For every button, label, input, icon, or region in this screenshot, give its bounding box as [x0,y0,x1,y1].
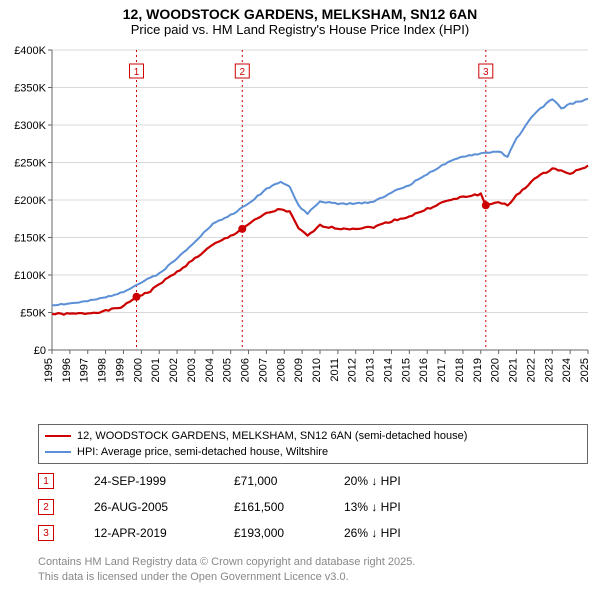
sale-diff: 20% ↓ HPI [344,474,474,488]
legend-row: HPI: Average price, semi-detached house,… [45,444,581,460]
svg-text:£300K: £300K [14,120,46,132]
sale-diff: 26% ↓ HPI [344,526,474,540]
svg-text:2004: 2004 [204,358,216,382]
svg-text:2021: 2021 [508,358,520,382]
svg-text:2003: 2003 [186,358,198,382]
svg-text:2018: 2018 [454,358,466,382]
svg-text:2023: 2023 [543,358,555,382]
svg-text:2014: 2014 [382,358,394,382]
svg-text:2001: 2001 [150,358,162,382]
sale-marker-box: 3 [38,525,54,541]
svg-text:2000: 2000 [132,358,144,382]
svg-text:2002: 2002 [168,358,180,382]
svg-text:£250K: £250K [14,158,46,170]
sale-row: 3 12-APR-2019£193,00026% ↓ HPI [38,520,588,546]
chart-title-line1: 12, WOODSTOCK GARDENS, MELKSHAM, SN12 6A… [0,0,600,22]
sale-date: 24-SEP-1999 [94,474,234,488]
legend: 12, WOODSTOCK GARDENS, MELKSHAM, SN12 6A… [38,424,588,464]
svg-text:£400K: £400K [14,45,46,57]
sale-row: 2 26-AUG-2005£161,50013% ↓ HPI [38,494,588,520]
svg-text:£50K: £50K [20,308,46,320]
svg-text:2022: 2022 [525,358,537,382]
svg-text:2: 2 [239,67,245,78]
sale-price: £71,000 [234,474,344,488]
legend-swatch [45,451,71,453]
chart-title-line2: Price paid vs. HM Land Registry's House … [0,22,600,41]
svg-text:£100K: £100K [14,270,46,282]
svg-text:1: 1 [134,67,140,78]
svg-text:2010: 2010 [311,358,323,382]
svg-text:2008: 2008 [275,358,287,382]
sale-marker-box: 2 [38,499,54,515]
svg-text:2017: 2017 [436,358,448,382]
footer-line1: Contains HM Land Registry data © Crown c… [38,555,588,569]
svg-text:2007: 2007 [257,358,269,382]
svg-text:2016: 2016 [418,358,430,382]
svg-text:£0: £0 [34,345,46,357]
svg-text:£200K: £200K [14,195,46,207]
sale-price: £161,500 [234,500,344,514]
sale-date: 26-AUG-2005 [94,500,234,514]
sale-date: 12-APR-2019 [94,526,234,540]
svg-text:2015: 2015 [400,358,412,382]
svg-text:2009: 2009 [293,358,305,382]
legend-label: HPI: Average price, semi-detached house,… [77,446,328,458]
svg-text:2019: 2019 [472,358,484,382]
svg-text:2025: 2025 [579,358,591,382]
svg-text:2020: 2020 [490,358,502,382]
sale-marker-box: 1 [38,473,54,489]
footer-line2: This data is licensed under the Open Gov… [38,570,588,584]
svg-text:2024: 2024 [561,358,573,382]
sale-diff: 13% ↓ HPI [344,500,474,514]
legend-swatch [45,435,71,437]
svg-text:2012: 2012 [347,358,359,382]
svg-text:£350K: £350K [14,83,46,95]
price-chart: £0 £50K £100K £150K £200K £250K £300K £350K £400… [0,44,600,420]
legend-row: 12, WOODSTOCK GARDENS, MELKSHAM, SN12 6A… [45,428,581,444]
sale-row: 1 24-SEP-1999£71,00020% ↓ HPI [38,468,588,494]
svg-text:1998: 1998 [97,358,109,382]
svg-text:1999: 1999 [114,358,126,382]
svg-text:3: 3 [483,67,489,78]
sales-table: 1 24-SEP-1999£71,00020% ↓ HPI 2 26-AUG-2005… [38,468,588,546]
svg-text:1995: 1995 [43,358,55,382]
svg-text:2005: 2005 [222,358,234,382]
svg-text:2013: 2013 [365,358,377,382]
svg-text:2011: 2011 [329,358,341,382]
svg-text:1996: 1996 [61,358,73,382]
legend-label: 12, WOODSTOCK GARDENS, MELKSHAM, SN12 6A… [77,430,467,442]
svg-text:2006: 2006 [240,358,252,382]
footer-attribution: Contains HM Land Registry data © Crown c… [38,555,588,584]
svg-text:£150K: £150K [14,233,46,245]
svg-text:1997: 1997 [79,358,91,382]
sale-price: £193,000 [234,526,344,540]
